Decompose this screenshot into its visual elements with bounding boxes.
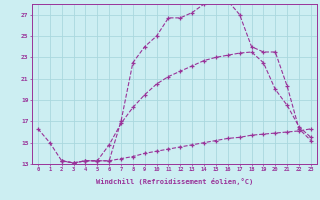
X-axis label: Windchill (Refroidissement éolien,°C): Windchill (Refroidissement éolien,°C) bbox=[96, 178, 253, 185]
